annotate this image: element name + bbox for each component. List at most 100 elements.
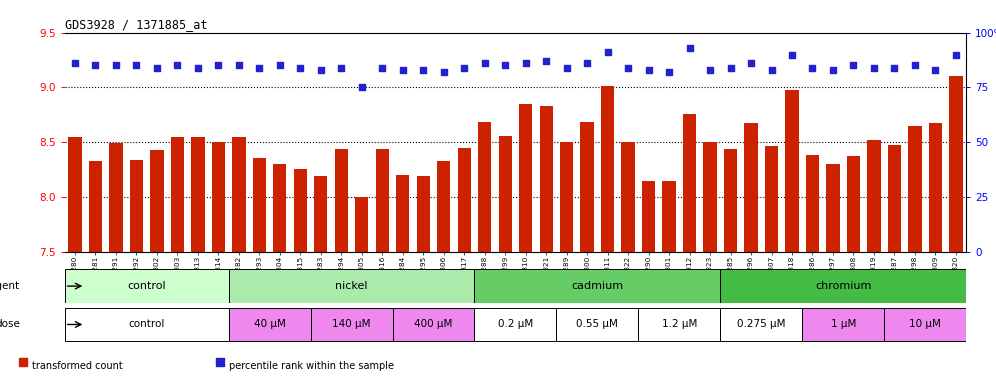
Text: percentile rank within the sample: percentile rank within the sample: [229, 361, 393, 371]
Bar: [478, 122, 491, 252]
Point: [251, 65, 267, 71]
Point: [334, 65, 350, 71]
Text: 0.275 μM: 0.275 μM: [737, 319, 786, 329]
Bar: [720, 308, 802, 341]
Bar: [928, 124, 942, 252]
Point: [210, 63, 226, 69]
Bar: [229, 308, 311, 341]
Bar: [785, 89, 799, 252]
Text: agent: agent: [0, 281, 20, 291]
Text: control: control: [128, 319, 165, 329]
Point: [559, 65, 575, 71]
Point: [743, 60, 759, 66]
Bar: [662, 182, 675, 252]
Point: [907, 63, 923, 69]
Bar: [765, 146, 778, 252]
Bar: [150, 150, 163, 252]
Bar: [744, 124, 758, 252]
Point: [436, 69, 452, 75]
Point: [293, 65, 309, 71]
Text: 10 μM: 10 μM: [909, 319, 941, 329]
Bar: [253, 159, 266, 252]
Point: [579, 60, 595, 66]
Point: [784, 51, 800, 58]
Bar: [89, 161, 103, 252]
Text: GDS3928 / 1371885_at: GDS3928 / 1371885_at: [65, 18, 207, 31]
Point: [169, 63, 185, 69]
Bar: [638, 308, 720, 341]
Bar: [884, 308, 966, 341]
Point: [272, 63, 288, 69]
Point: [394, 67, 410, 73]
Bar: [314, 176, 328, 252]
Text: 0.2 μM: 0.2 μM: [498, 319, 533, 329]
Point: [538, 58, 554, 64]
Bar: [949, 76, 962, 252]
Point: [612, 164, 627, 170]
Point: [456, 65, 472, 71]
Bar: [170, 137, 184, 252]
Bar: [519, 104, 532, 252]
Point: [190, 65, 206, 71]
Bar: [802, 308, 884, 341]
Bar: [474, 270, 720, 303]
Bar: [212, 142, 225, 252]
Bar: [273, 164, 287, 252]
Text: transformed count: transformed count: [32, 361, 123, 371]
Point: [846, 63, 862, 69]
Point: [702, 67, 718, 73]
Point: [313, 67, 329, 73]
Text: dose: dose: [0, 319, 20, 329]
Point: [948, 51, 964, 58]
Bar: [232, 137, 246, 252]
Bar: [229, 270, 474, 303]
Bar: [557, 308, 638, 341]
Bar: [827, 164, 840, 252]
Text: 1.2 μM: 1.2 μM: [661, 319, 697, 329]
Bar: [65, 308, 229, 341]
Point: [477, 60, 493, 66]
Text: 140 μM: 140 μM: [333, 319, 371, 329]
Bar: [457, 147, 471, 252]
Text: chromium: chromium: [815, 281, 872, 291]
Point: [886, 65, 902, 71]
Point: [128, 63, 144, 69]
Bar: [499, 136, 512, 252]
Bar: [720, 270, 966, 303]
Bar: [437, 161, 450, 252]
Point: [354, 84, 370, 91]
Bar: [581, 122, 594, 252]
Bar: [601, 86, 615, 252]
Bar: [191, 137, 204, 252]
Point: [825, 67, 841, 73]
Bar: [335, 149, 348, 252]
Point: [374, 65, 390, 71]
Text: nickel: nickel: [336, 281, 368, 291]
Text: control: control: [127, 281, 166, 291]
Point: [600, 49, 616, 55]
Bar: [622, 142, 634, 252]
Point: [67, 60, 83, 66]
Bar: [392, 308, 474, 341]
Text: 1 μM: 1 μM: [831, 319, 856, 329]
Point: [681, 45, 697, 51]
Bar: [908, 126, 921, 252]
Bar: [396, 175, 409, 252]
Text: cadmium: cadmium: [572, 281, 623, 291]
Bar: [416, 176, 430, 252]
Point: [722, 65, 738, 71]
Point: [640, 67, 656, 73]
Bar: [69, 137, 82, 252]
Point: [764, 67, 780, 73]
Text: 0.55 μM: 0.55 μM: [577, 319, 619, 329]
Bar: [887, 146, 901, 252]
Point: [497, 63, 513, 69]
Bar: [642, 182, 655, 252]
Bar: [65, 270, 229, 303]
Text: 400 μM: 400 μM: [414, 319, 452, 329]
Bar: [724, 149, 737, 252]
Point: [88, 63, 104, 69]
Point: [805, 65, 821, 71]
Text: 40 μM: 40 μM: [254, 319, 286, 329]
Point: [415, 67, 431, 73]
